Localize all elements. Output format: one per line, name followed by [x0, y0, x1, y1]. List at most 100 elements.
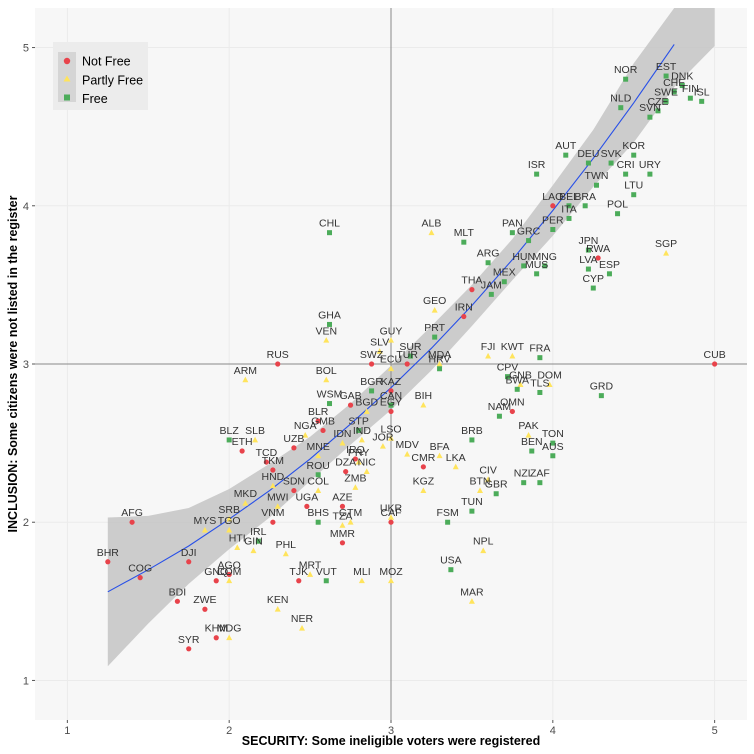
label-kgz: KGZ — [413, 476, 435, 488]
label-blz: BLZ — [220, 425, 240, 437]
point-nor — [623, 76, 629, 82]
point-swe — [663, 98, 669, 104]
label-cmr: CMR — [411, 452, 435, 464]
label-gmb: GMB — [311, 415, 335, 427]
point-tjk — [296, 578, 302, 584]
label-gnb: GNB — [509, 370, 532, 382]
label-kor: KOR — [622, 140, 645, 152]
label-egy: EGY — [380, 396, 402, 408]
point-nld — [618, 105, 624, 111]
point-ben — [529, 448, 535, 454]
y-tick-label-3: 3 — [23, 359, 29, 371]
point-per — [550, 227, 556, 233]
label-ben: BEN — [521, 436, 543, 448]
point-bhs — [315, 519, 321, 525]
point-est — [663, 73, 669, 79]
point-blr — [315, 418, 321, 424]
point-fsm — [445, 519, 451, 525]
point-esp — [606, 271, 612, 277]
point-gnq — [213, 578, 219, 584]
point-stp — [356, 427, 362, 433]
y-tick-label-1: 1 — [23, 675, 29, 687]
label-lao: LAO — [542, 191, 563, 203]
point-cmr — [420, 464, 426, 470]
label-tur: TUR — [396, 349, 418, 361]
point-civ — [485, 476, 492, 482]
point-idn — [339, 439, 346, 446]
point-sdn — [291, 487, 297, 494]
label-cri: CRI — [617, 159, 635, 171]
point-phl — [282, 550, 289, 557]
point-bgd — [363, 408, 370, 414]
point-arm — [242, 376, 249, 383]
point-wsm — [327, 401, 333, 407]
label-tza: TZA — [333, 510, 353, 522]
point-nic — [363, 468, 370, 474]
point-tza — [339, 522, 346, 528]
label-deu: DEU — [577, 148, 599, 160]
point-blz — [226, 437, 232, 443]
point-slb — [252, 436, 259, 443]
point-mne — [315, 452, 322, 459]
label-mli: MLI — [353, 566, 371, 578]
label-kwt: KWT — [501, 341, 525, 353]
label-tls: TLS — [530, 377, 549, 389]
point-isr — [534, 171, 540, 177]
point-grd — [598, 393, 604, 399]
point-hnd — [269, 482, 276, 489]
x-tick-label-3: 3 — [388, 725, 394, 737]
label-sur: SUR — [399, 341, 422, 353]
point-arg — [485, 260, 491, 266]
label-ken: KEN — [267, 594, 289, 606]
label-zmb: ZMB — [344, 472, 366, 484]
point-fin — [687, 95, 693, 101]
point-swz — [368, 361, 375, 367]
point-mwi — [274, 503, 281, 509]
point-isl — [699, 98, 705, 104]
point-svk — [608, 160, 614, 166]
label-lva: LVA — [579, 254, 597, 266]
point-jam — [488, 291, 494, 297]
point-ind — [358, 436, 365, 443]
point-bwa — [514, 386, 520, 392]
label-nld: NLD — [610, 93, 631, 105]
label-btn: BTN — [470, 476, 491, 488]
label-fin: FIN — [682, 83, 699, 95]
point-ken — [274, 606, 281, 612]
label-cog: COG — [128, 563, 152, 575]
point-svn — [647, 114, 653, 120]
point-dza — [343, 468, 349, 475]
label-aut: AUT — [555, 140, 577, 152]
point-moz — [388, 577, 394, 584]
label-lka: LKA — [446, 452, 466, 464]
label-pan: PAN — [502, 218, 523, 230]
label-rou: ROU — [307, 460, 330, 472]
label-twn: TWN — [585, 170, 609, 182]
label-nor: NOR — [614, 64, 638, 76]
label-esp: ESP — [599, 259, 620, 271]
point-kor — [631, 152, 637, 158]
label-omn: OMN — [500, 396, 525, 408]
point-tkm — [270, 467, 276, 473]
label-bgr: BGR — [360, 376, 383, 388]
label-arg: ARG — [477, 248, 500, 260]
point-mlt — [461, 239, 467, 245]
point-aut — [563, 152, 569, 158]
label-nzl: NZL — [514, 468, 534, 480]
label-bra: BRA — [574, 191, 596, 203]
point-ita — [566, 215, 572, 221]
point-khm — [213, 635, 219, 641]
point-aze — [339, 503, 346, 509]
point-guy — [388, 337, 394, 343]
label-bwa: BWA — [505, 374, 529, 386]
label-com: COM — [217, 566, 242, 578]
label-ury: URY — [639, 159, 661, 171]
point-pan — [509, 230, 515, 236]
point-btn — [477, 487, 483, 493]
label-mdg: MDG — [217, 623, 242, 635]
point-sur — [407, 353, 413, 359]
label-mar: MAR — [460, 586, 484, 598]
label-gbr: GBR — [485, 479, 508, 491]
label-hti: HTI — [229, 533, 246, 545]
point-deu — [585, 160, 591, 166]
